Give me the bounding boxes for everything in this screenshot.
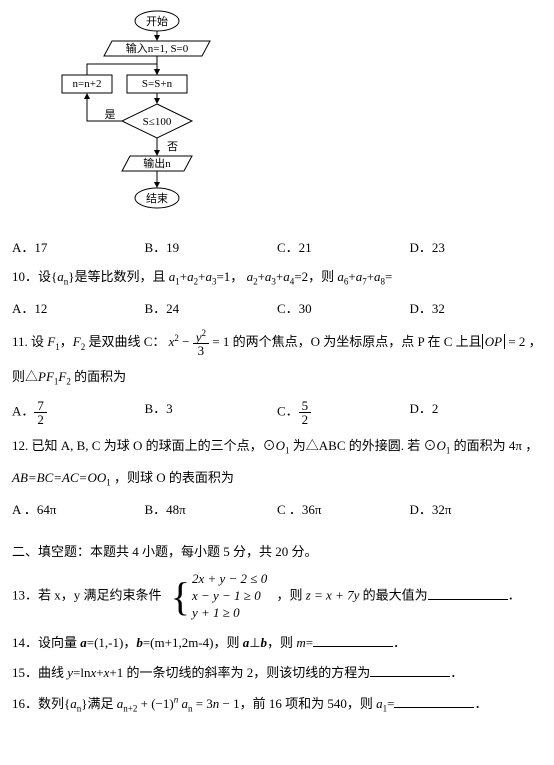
flow-proc-s-label: S=S+n <box>142 78 173 90</box>
q10-opt-b: B．24 <box>145 299 278 319</box>
flow-input-label: 输入n=1, S=0 <box>126 41 189 55</box>
q10-opt-c: C．30 <box>277 299 410 319</box>
q15-blank[interactable] <box>370 662 450 677</box>
q11-opt-b: B．3 <box>145 399 278 426</box>
q10-stem: 10．设{an}是等比数列，且 a1+a2+a3=1， a2+a3+a4=2，则… <box>12 267 542 289</box>
q14-blank[interactable] <box>313 632 393 647</box>
section2-title: 二、填空题：本题共 4 小题，每小题 5 分，共 20 分。 <box>12 542 542 562</box>
q10-opt-d: D．32 <box>410 299 543 319</box>
q9-opt-d: D．23 <box>410 238 543 258</box>
q9-opt-c: C．21 <box>277 238 410 258</box>
flow-no-label: 否 <box>167 141 178 153</box>
flow-yes-label: 是 <box>105 108 116 121</box>
q10-options: A．12B．24 C．30D．32 <box>12 299 542 319</box>
q12-options: A ．64πB．48π C ．36πD．32π <box>12 500 542 520</box>
q16: 16．数列{an}满足 an+2 + (−1)n an = 3n − 1，前 1… <box>12 693 542 716</box>
flow-output-label: 输出n <box>143 156 171 170</box>
q9-opt-b: B．19 <box>145 238 278 258</box>
q11-stem: 11. 设 F1，F2 是双曲线 C： x2 − y23 = 1 的两个焦点，O… <box>12 329 542 357</box>
flow-start-label: 开始 <box>146 14 168 28</box>
q10-opt-a: A．12 <box>12 299 145 319</box>
flow-end-label: 结束 <box>146 192 168 205</box>
q9-opt-a: A．17 <box>12 238 145 258</box>
q9-options: A．17B．19 C．21D．23 <box>12 238 542 258</box>
q11-stem2: 则△PF1F2 的面积为 <box>12 367 542 389</box>
q15: 15．曲线 y=lnx+x+1 的一条切线的斜率为 2，则该切线的方程为． <box>12 662 542 683</box>
q11-opt-a: A．72 <box>12 399 145 426</box>
q12-opt-c: C ．36π <box>277 500 410 520</box>
flowchart: 开始 输入n=1, S=0 S=S+n n=n+2 S≤100 输出n 结束 是… <box>52 6 262 216</box>
q12-stem: 12. 已知 A, B, C 为球 O 的球面上的三个点，⊙O1 为△ABC 的… <box>12 436 542 458</box>
q12-opt-d: D．32π <box>410 500 543 520</box>
flow-proc-n-label: n=n+2 <box>73 78 102 90</box>
q11-options: A．72 B．3 C．52 D．2 <box>12 399 542 426</box>
q12-stem2: AB=BC=AC=OO1 ，则球 O 的表面积为 <box>12 468 542 490</box>
q11-opt-d: D．2 <box>410 399 543 426</box>
q12-opt-b: B．48π <box>145 500 278 520</box>
q12-opt-a: A ．64π <box>12 500 145 520</box>
q16-blank[interactable] <box>394 693 474 708</box>
q13-blank[interactable] <box>428 585 508 600</box>
flow-decision-label: S≤100 <box>143 116 172 128</box>
q13: 13．若 x，y 满足约束条件 {2x + y − 2 ≤ 0x − y − 1… <box>12 571 542 622</box>
q14: 14．设向量 a=(1,-1)，b=(m+1,2m-4)，则 a⊥b，则 m=． <box>12 632 542 653</box>
q11-opt-c: C．52 <box>277 399 410 426</box>
